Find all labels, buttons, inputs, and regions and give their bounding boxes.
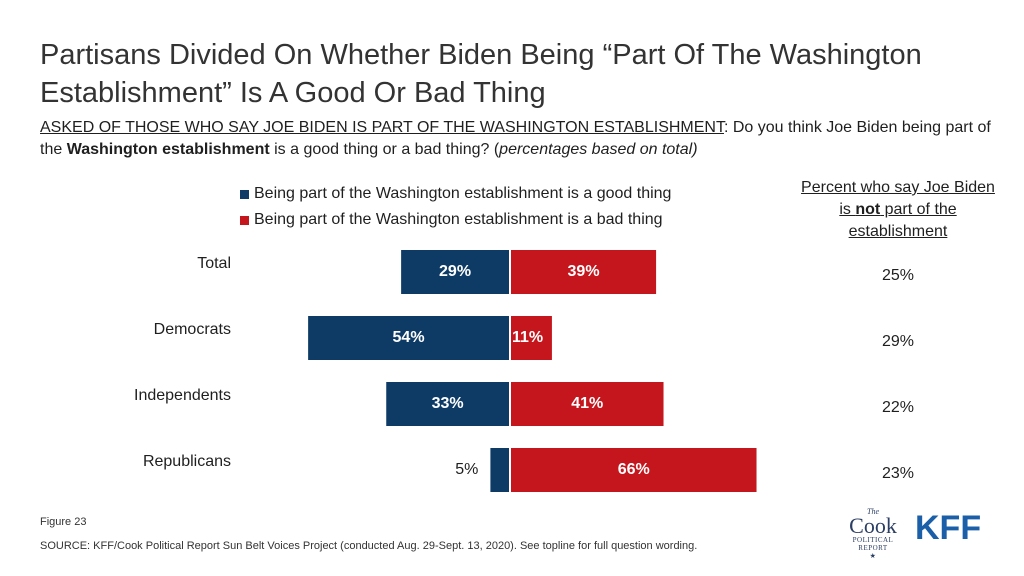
side-header-after: part of the establishment (848, 201, 957, 240)
question-prefix: ASKED OF THOSE WHO SAY JOE BIDEN IS PART… (40, 119, 724, 136)
side-header-before: Percent who say Joe Biden is (801, 179, 995, 218)
question-body: : Do you think Joe Biden being part of t… (40, 119, 991, 158)
legend-swatch-bad (240, 215, 249, 225)
category-label-independents: Independents (134, 387, 231, 404)
bar-good-independents (386, 382, 509, 426)
figure-number: Figure 23 (40, 516, 87, 528)
side-header-bold: not (855, 201, 881, 218)
bar-bad-total (511, 250, 657, 294)
bar-bad-republicans (511, 448, 757, 492)
question-italic: percentages based on total) (499, 141, 698, 158)
side-value-total: 25% (882, 267, 914, 284)
data-label-bad-democrats: 11% (512, 329, 543, 346)
star-icon: ★ (869, 552, 877, 560)
legend-swatch-good (240, 189, 249, 199)
side-value-democrats: 29% (882, 333, 914, 350)
question-bold: Washington establishment (66, 141, 270, 158)
data-label-bad-republicans: 66% (618, 461, 650, 478)
legend-label-bad: Being part of the Washington establishme… (254, 211, 663, 228)
category-label-democrats: Democrats (154, 321, 231, 338)
side-column-header: Percent who say Joe Biden is not part of… (796, 177, 1000, 243)
kff-logo: KFF (915, 509, 982, 547)
legend-item-bad: Being part of the Washington establishme… (240, 207, 671, 233)
cook-logo-main: Cook (849, 513, 897, 538)
data-label-good-independents: 33% (432, 395, 464, 412)
legend-label-good: Being part of the Washington establishme… (254, 185, 672, 202)
cook-logo-sub2: REPORT (858, 544, 888, 552)
source-note: SOURCE: KFF/Cook Political Report Sun Be… (40, 540, 698, 552)
data-label-bad-total: 39% (568, 263, 600, 280)
bar-good-total (401, 250, 509, 294)
data-label-good-republicans: 5% (455, 461, 478, 478)
data-label-good-democrats: 54% (393, 329, 425, 346)
question-text: ASKED OF THOSE WHO SAY JOE BIDEN IS PART… (40, 117, 1000, 161)
side-value-republicans: 23% (882, 465, 914, 482)
legend-item-good: Being part of the Washington establishme… (240, 181, 671, 207)
bar-bad-democrats (511, 316, 552, 360)
question-body-2: is a good thing or a bad thing? ( (269, 141, 500, 158)
category-label-total: Total (197, 255, 231, 272)
category-label-republicans: Republicans (143, 453, 231, 470)
data-label-bad-independents: 41% (571, 395, 603, 412)
cook-political-report-logo: The Cook POLITICAL REPORT ★ (842, 507, 904, 561)
page-title: Partisans Divided On Whether Biden Being… (40, 39, 922, 109)
cook-logo-sub1: POLITICAL (852, 536, 894, 544)
cook-logo-the: The (867, 507, 879, 516)
data-label-good-total: 29% (439, 263, 471, 280)
side-value-independents: 22% (882, 399, 914, 416)
legend: Being part of the Washington establishme… (240, 181, 671, 233)
diverging-bar-chart: Total 29% 39% 25% Democrats 54% 11% 29% Independ… (134, 250, 914, 492)
bar-bad-independents (511, 382, 664, 426)
bar-good-democrats (308, 316, 509, 360)
bar-good-republicans (490, 448, 509, 492)
